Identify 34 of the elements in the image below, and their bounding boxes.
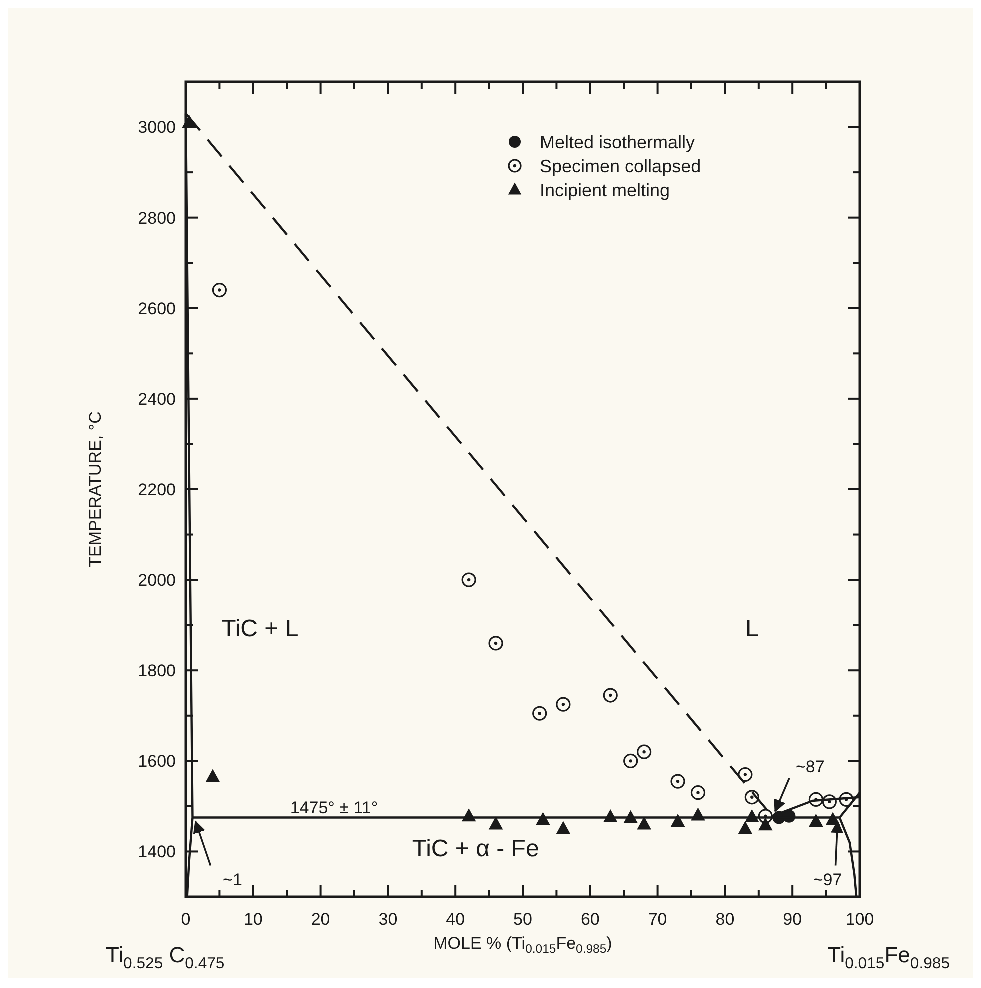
annotation: TiC + L <box>222 615 299 642</box>
x-axis-title: MOLE % (Ti$_{0.015}$Fe$_{0.985}$) <box>434 934 612 956</box>
annotation: L <box>745 615 759 642</box>
x-tick-label: 70 <box>648 910 668 929</box>
annotation: TiC + α - Fe <box>412 836 540 862</box>
y-tick-label: 2000 <box>138 571 176 590</box>
x-tick-label: 60 <box>580 910 600 929</box>
annotation: 1475° ± 11° <box>290 798 378 818</box>
annotation: ~1 <box>223 870 242 890</box>
x-tick-label: 40 <box>446 910 466 929</box>
legend-label: Incipient melting <box>540 180 670 200</box>
y-tick-label: 2400 <box>138 390 176 409</box>
y-tick-label: 1800 <box>138 662 176 681</box>
annotation: ~97 <box>813 870 842 890</box>
x-tick-label: 80 <box>716 910 735 929</box>
annotation: Ti$_{0.015}$Fe$_{0.985}$ <box>828 942 950 972</box>
x-tick-label: 100 <box>846 910 874 929</box>
annotation: Ti$_{0.525}$ C$_{0.475}$ <box>106 942 225 972</box>
annotation: ~87 <box>796 757 825 776</box>
y-tick-label: 2600 <box>138 299 176 318</box>
y-tick-label: 3000 <box>138 118 176 138</box>
x-tick-label: 10 <box>244 910 263 929</box>
y-axis-title: TEMPERATURE, °C <box>86 412 105 568</box>
x-tick-label: 20 <box>311 910 330 929</box>
y-tick-label: 1400 <box>138 842 176 862</box>
y-tick-label: 1600 <box>138 752 176 772</box>
x-tick-label: 90 <box>783 910 802 929</box>
y-tick-label: 2200 <box>138 480 176 500</box>
x-tick-label: 0 <box>181 910 191 929</box>
x-tick-label: 50 <box>514 910 532 929</box>
legend-label: Specimen collapsed <box>540 156 702 176</box>
legend-label: Melted isothermally <box>540 132 696 152</box>
y-tick-label: 2800 <box>138 208 176 228</box>
x-tick-label: 30 <box>378 910 398 929</box>
